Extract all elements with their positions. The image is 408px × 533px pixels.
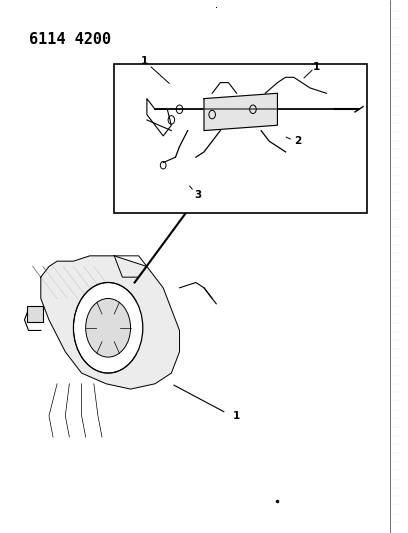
Text: 6114 4200: 6114 4200: [29, 32, 111, 47]
Polygon shape: [204, 93, 277, 131]
Circle shape: [86, 298, 131, 357]
Text: 1: 1: [233, 411, 240, 421]
Text: 3: 3: [194, 190, 202, 199]
Text: 2: 2: [294, 136, 302, 146]
Bar: [27, 306, 43, 322]
Circle shape: [73, 282, 143, 373]
Polygon shape: [41, 256, 180, 389]
Text: 1: 1: [313, 62, 320, 71]
Text: 1: 1: [141, 56, 149, 66]
Bar: [114, 64, 367, 213]
